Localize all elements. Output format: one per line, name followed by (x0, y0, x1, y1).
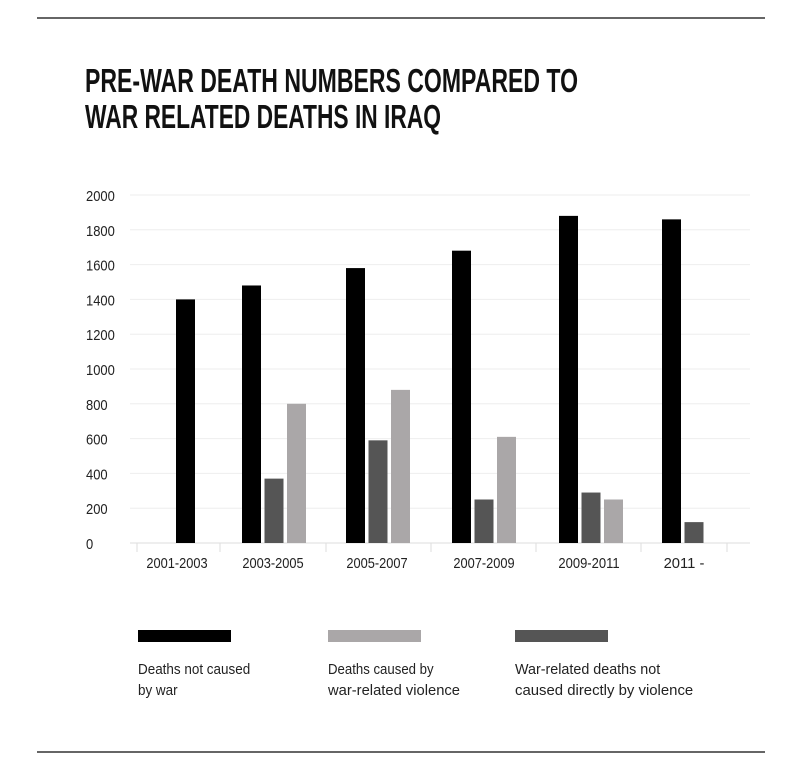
bar (581, 492, 601, 543)
x-tick-label: 2011 - (664, 555, 705, 572)
legend-label: War-related deaths not (515, 661, 661, 678)
x-tick-label: 2005-2007 (346, 555, 407, 572)
y-tick-label: 200 (86, 501, 108, 518)
y-tick-label: 800 (86, 397, 108, 414)
legend-label: war-related violence (327, 682, 460, 699)
y-tick-label: 400 (86, 466, 108, 483)
bar (346, 268, 365, 543)
legend-label: Deaths not caused (138, 661, 250, 678)
bar (176, 299, 195, 543)
bar (497, 436, 516, 543)
legend: Deaths not caused by war Deaths caused by w… (138, 630, 693, 699)
bar (264, 478, 284, 543)
x-tick-label: 2007-2009 (453, 555, 514, 572)
chart-title-line-2: WAR RELATED DEATHS IN IRAQ (85, 98, 441, 135)
legend-swatch (138, 630, 231, 642)
y-tick-label: 1200 (86, 327, 115, 344)
y-tick-label: 1400 (86, 292, 115, 309)
bars (176, 215, 704, 544)
bar (604, 499, 623, 543)
y-tick-label: 1800 (86, 223, 115, 240)
gridlines (130, 194, 750, 544)
bar (368, 440, 388, 543)
bar (662, 219, 681, 544)
bar (559, 215, 578, 543)
y-tick-label: 600 (86, 432, 108, 449)
y-tick-label: 1600 (86, 258, 115, 275)
x-tick-label: 2003-2005 (242, 555, 303, 572)
y-tick-label: 2000 (86, 188, 115, 205)
chart-title-line-1: PRE-WAR DEATH NUMBERS COMPARED TO (85, 62, 578, 99)
x-axis: 2001-2003 2003-2005 2005-2007 2007-2009 2009… (136, 543, 728, 572)
y-tick-label: 1000 (86, 362, 115, 379)
x-tick-label: 2009-2011 (558, 555, 619, 572)
bar (452, 250, 471, 543)
bar (287, 403, 306, 543)
y-axis: 0 200 400 600 800 1000 1200 1400 1600 1800 2000 (86, 188, 115, 553)
bar (391, 389, 410, 543)
bar (474, 499, 494, 543)
legend-swatch (515, 630, 608, 642)
legend-label: Deaths caused by (328, 661, 434, 678)
x-tick-label: 2001-2003 (146, 555, 207, 572)
legend-label: by war (138, 682, 178, 699)
bar (684, 522, 704, 543)
legend-swatch (328, 630, 421, 642)
legend-label: caused directly by violence (515, 682, 693, 699)
bar (242, 285, 261, 543)
y-tick-label: 0 (86, 536, 93, 553)
